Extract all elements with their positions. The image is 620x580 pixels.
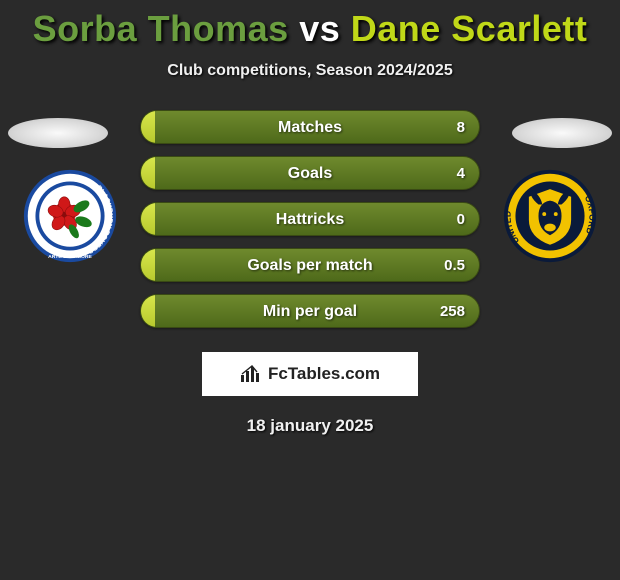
club-crest-blackburn: BLACKBURN ROVERS ARTE ET LABORE — [22, 168, 118, 264]
stat-row-min-per-goal: Min per goal 258 — [140, 294, 480, 328]
stat-val-right: 0.5 — [430, 249, 479, 282]
player2-name: Dane Scarlett — [351, 8, 588, 49]
stat-val-right: 4 — [443, 157, 479, 190]
player2-podium — [512, 118, 612, 148]
player1-name: Sorba Thomas — [33, 8, 289, 49]
stat-label: Matches — [141, 111, 479, 144]
blackburn-crest-icon: BLACKBURN ROVERS ARTE ET LABORE — [22, 168, 118, 264]
player1-podium — [8, 118, 108, 148]
stat-row-matches: Matches 8 — [140, 110, 480, 144]
stat-val-right: 258 — [426, 295, 479, 328]
stat-label: Goals — [141, 157, 479, 190]
stat-val-right: 0 — [443, 203, 479, 236]
comparison-card: Sorba Thomas vs Dane Scarlett Club compe… — [0, 0, 620, 436]
brand-text: FcTables.com — [268, 364, 380, 384]
subtitle: Club competitions, Season 2024/2025 — [0, 62, 620, 80]
brand-box: FcTables.com — [202, 352, 418, 396]
page-title: Sorba Thomas vs Dane Scarlett — [0, 8, 620, 50]
stats-area: BLACKBURN ROVERS ARTE ET LABORE — [0, 110, 620, 330]
vs-separator: vs — [299, 8, 340, 49]
stat-label: Goals per match — [141, 249, 479, 282]
stat-val-right: 8 — [443, 111, 479, 144]
oxford-crest-icon: OXFORD UNITED — [502, 168, 598, 264]
stat-label: Hattricks — [141, 203, 479, 236]
svg-text:ARTE ET LABORE: ARTE ET LABORE — [48, 254, 92, 260]
bar-chart-icon — [240, 365, 262, 383]
stat-row-goals-per-match: Goals per match 0.5 — [140, 248, 480, 282]
date-label: 18 january 2025 — [0, 416, 620, 436]
club-crest-oxford: OXFORD UNITED — [502, 168, 598, 264]
stat-row-hattricks: Hattricks 0 — [140, 202, 480, 236]
stat-row-goals: Goals 4 — [140, 156, 480, 190]
stat-bars: Matches 8 Goals 4 Hattricks 0 Goals per … — [140, 110, 480, 340]
